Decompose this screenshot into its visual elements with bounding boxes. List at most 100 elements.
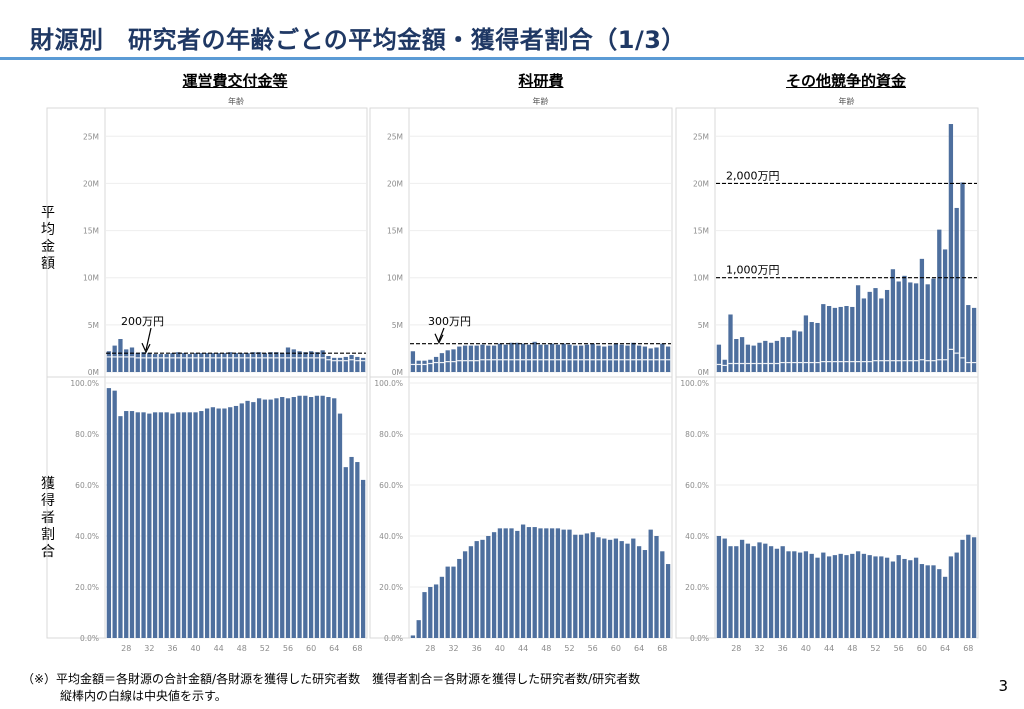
bar bbox=[908, 282, 913, 372]
bar bbox=[937, 569, 942, 638]
bar bbox=[631, 538, 636, 638]
bar bbox=[774, 340, 780, 372]
bar bbox=[262, 353, 268, 372]
bar bbox=[187, 354, 192, 372]
bar bbox=[966, 305, 971, 372]
title-underline bbox=[0, 57, 1024, 60]
bar bbox=[497, 528, 503, 638]
y-tick-label: 100.0% bbox=[70, 379, 99, 388]
bar bbox=[360, 357, 366, 372]
bar bbox=[349, 456, 354, 638]
bar bbox=[462, 551, 468, 638]
bar bbox=[503, 528, 508, 638]
bar bbox=[181, 412, 187, 638]
bar bbox=[948, 124, 954, 373]
bar bbox=[355, 356, 360, 372]
bar bbox=[942, 576, 948, 638]
bar bbox=[433, 584, 439, 638]
bar bbox=[158, 412, 164, 638]
bar bbox=[774, 548, 780, 638]
bar bbox=[457, 558, 462, 638]
bar bbox=[722, 538, 727, 638]
bar bbox=[291, 349, 296, 372]
bar bbox=[884, 289, 890, 372]
bar bbox=[786, 337, 791, 372]
bar bbox=[716, 536, 722, 638]
bar bbox=[239, 403, 244, 638]
bar bbox=[739, 539, 745, 638]
bar bbox=[538, 344, 543, 372]
bar bbox=[152, 354, 158, 372]
bar bbox=[170, 353, 175, 372]
bar bbox=[297, 395, 302, 638]
bar bbox=[809, 553, 814, 638]
bar bbox=[164, 354, 169, 372]
bar bbox=[308, 397, 314, 638]
row-label-char: 割 bbox=[41, 527, 55, 543]
bar bbox=[780, 337, 785, 372]
bar bbox=[792, 551, 797, 638]
bar bbox=[734, 339, 739, 372]
row-label-char: 者 bbox=[41, 510, 55, 526]
row-label-char: 額 bbox=[41, 256, 55, 272]
bar bbox=[497, 343, 503, 372]
bar bbox=[164, 412, 169, 638]
row-label-char: 均 bbox=[41, 222, 55, 238]
bar bbox=[297, 351, 302, 372]
chart-grid: 年齢 0M 5M 10M 15M 20M 25M 200万円 0.0% 20.0% 40.0% 60.… bbox=[46, 96, 979, 653]
x-tick-label: 68 bbox=[352, 644, 362, 653]
x-tick-label: 52 bbox=[564, 644, 574, 653]
bar bbox=[757, 542, 762, 638]
chart-title-operating-grant: 運営費交付金等 bbox=[182, 72, 288, 90]
bar bbox=[216, 408, 221, 638]
bar bbox=[896, 555, 901, 638]
bar bbox=[124, 349, 129, 372]
x-tick-label: 36 bbox=[778, 644, 788, 653]
x-tick-label: 52 bbox=[870, 644, 880, 653]
bar bbox=[636, 345, 642, 372]
bar bbox=[966, 534, 971, 638]
y-tick-label: 10M bbox=[387, 274, 403, 283]
y-tick-label: 40.0% bbox=[379, 532, 403, 541]
bar bbox=[925, 565, 930, 638]
x-tick-label: 56 bbox=[588, 644, 598, 653]
y-tick-label: 5M bbox=[698, 321, 709, 330]
bar bbox=[222, 353, 227, 372]
row-label-char: 得 bbox=[41, 493, 55, 509]
y-tick-label: 20M bbox=[83, 179, 99, 188]
chart-title-other-competitive: その他競争的資金 bbox=[785, 72, 906, 90]
bar bbox=[803, 315, 809, 372]
bar bbox=[106, 351, 112, 372]
row-label-average-amount: 平均金額 bbox=[37, 205, 59, 273]
row-label-char: 平 bbox=[41, 205, 55, 221]
x-tick-label: 40 bbox=[801, 644, 811, 653]
x-tick-label: 28 bbox=[121, 644, 131, 653]
bar bbox=[503, 344, 508, 372]
bar bbox=[873, 556, 878, 638]
bar bbox=[410, 635, 416, 638]
bar bbox=[532, 527, 537, 638]
bar bbox=[590, 343, 595, 372]
bar bbox=[526, 344, 532, 372]
bar bbox=[913, 283, 919, 372]
bar bbox=[422, 592, 427, 638]
reference-label: 200万円 bbox=[121, 315, 164, 328]
bar bbox=[303, 395, 308, 638]
bar bbox=[239, 353, 244, 372]
bar bbox=[792, 330, 797, 372]
bar bbox=[349, 355, 354, 372]
bar bbox=[320, 350, 325, 372]
x-tick-label: 44 bbox=[518, 644, 528, 653]
bar bbox=[228, 352, 233, 372]
bar bbox=[826, 556, 832, 638]
bar bbox=[451, 349, 456, 372]
bar bbox=[135, 412, 140, 638]
bar bbox=[902, 558, 907, 638]
bar bbox=[526, 527, 532, 638]
x-tick-label: 48 bbox=[541, 644, 551, 653]
bar bbox=[468, 345, 474, 372]
bar bbox=[855, 285, 861, 372]
bar bbox=[308, 351, 314, 372]
bar bbox=[728, 314, 733, 372]
y-tick-label: 60.0% bbox=[75, 481, 99, 490]
